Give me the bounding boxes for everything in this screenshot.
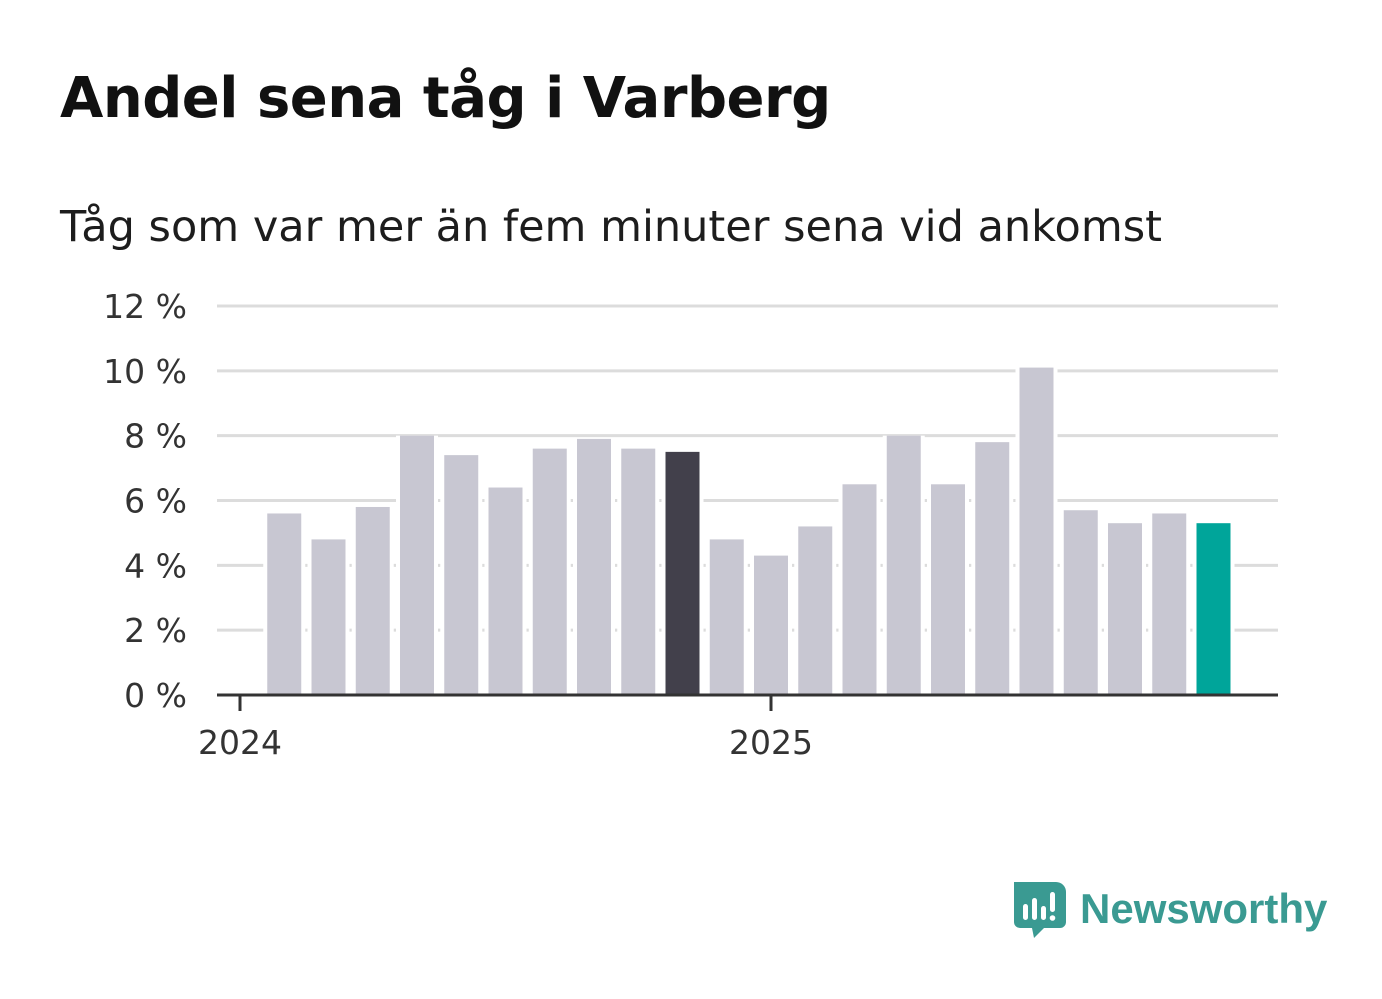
bar <box>444 455 479 695</box>
y-tick-label: 2 % <box>124 611 187 650</box>
bar <box>267 513 302 695</box>
bar <box>488 487 523 695</box>
bar <box>754 555 788 695</box>
chart-subtitle: Tåg som var mer än fem minuter sena vid … <box>60 202 1163 252</box>
y-tick-label: 8 % <box>124 417 187 456</box>
brand-name: Newsworthy <box>1080 885 1328 932</box>
bar <box>709 539 744 695</box>
y-tick-label: 10 % <box>103 352 187 391</box>
bar <box>1108 523 1142 695</box>
bar <box>842 484 877 695</box>
bar <box>798 526 833 695</box>
bar <box>532 448 567 695</box>
bar <box>975 442 1010 695</box>
bar <box>665 451 700 695</box>
newsworthy-logo-icon <box>1014 882 1066 938</box>
bar <box>1152 513 1187 695</box>
y-tick-label: 4 % <box>124 546 187 585</box>
bar <box>355 506 390 695</box>
bar <box>621 448 656 695</box>
bar <box>1019 367 1054 695</box>
y-tick-label: 6 % <box>124 482 187 521</box>
bar <box>1196 523 1231 695</box>
bar <box>577 438 611 695</box>
bar <box>1063 510 1098 695</box>
bar <box>311 539 346 695</box>
y-tick-label: 12 % <box>103 287 187 326</box>
bar <box>400 435 434 695</box>
x-tick-label: 2025 <box>729 723 813 762</box>
bar <box>886 435 921 695</box>
y-tick-label: 0 % <box>124 676 187 715</box>
bar <box>931 484 965 695</box>
newsworthy-brand: Newsworthy <box>1010 878 1327 940</box>
chart-title: Andel sena tåg i Varberg <box>60 66 831 131</box>
x-tick-label: 2024 <box>198 723 282 762</box>
